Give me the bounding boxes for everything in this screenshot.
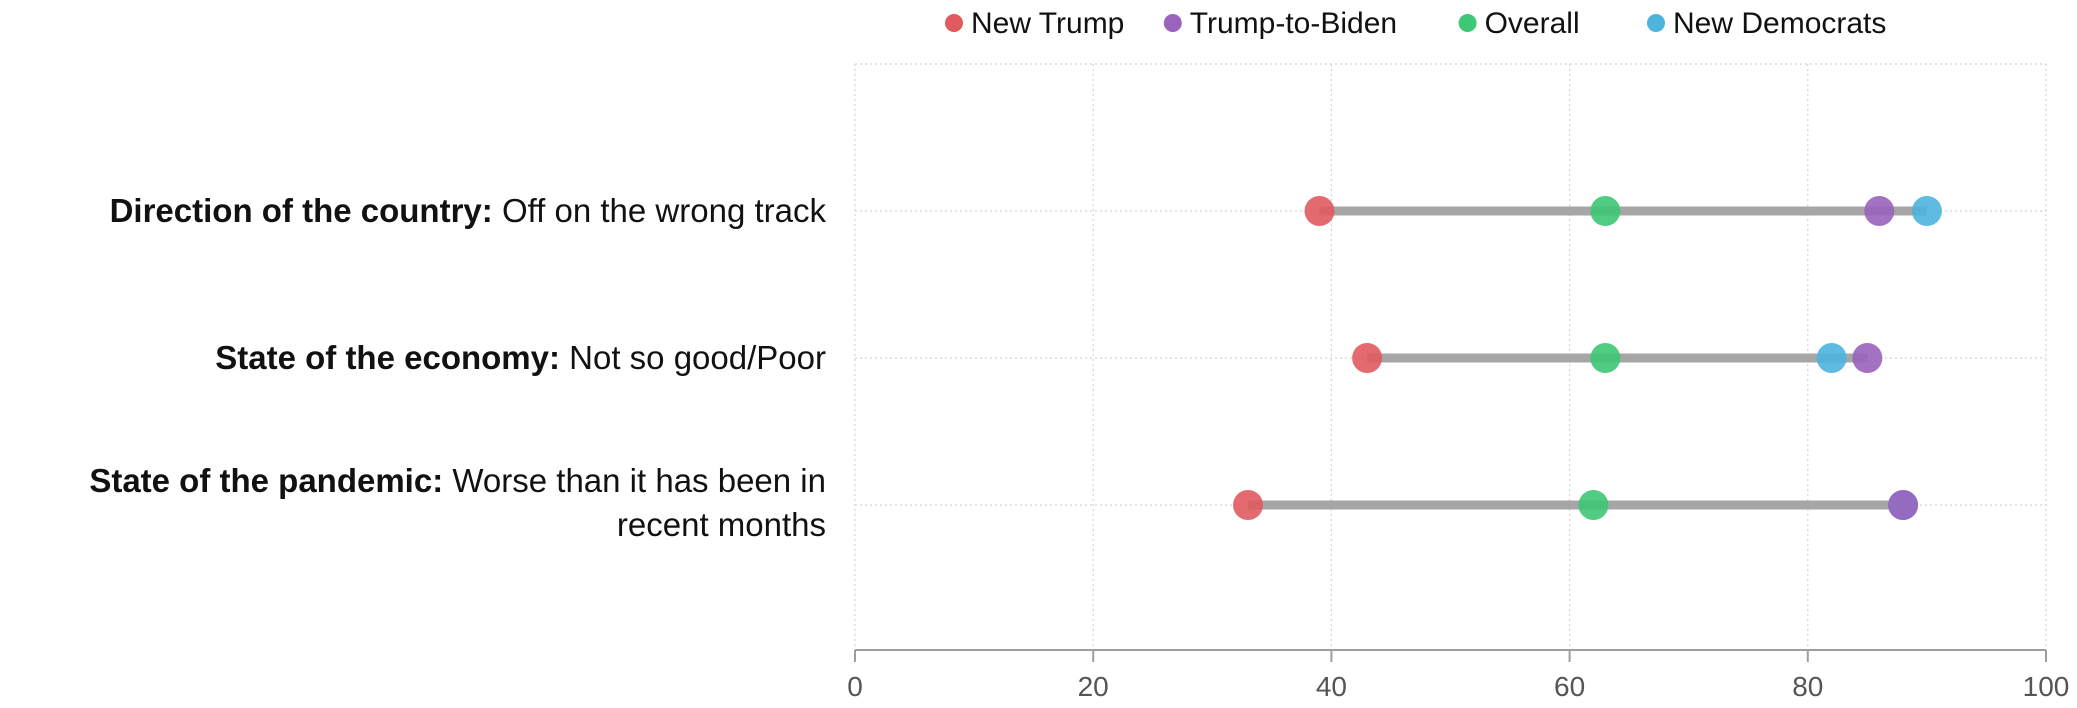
legend-label: New Democrats	[1673, 7, 1886, 40]
legend-marker	[1163, 14, 1182, 32]
x-axis: 0 20 40 60 80 100	[847, 649, 2070, 702]
x-tick-label: 20	[1078, 671, 1109, 702]
legend-marker	[945, 14, 963, 32]
data-point	[1816, 343, 1847, 373]
legend-marker	[1458, 14, 1477, 32]
data-point	[1304, 196, 1335, 226]
category-label: State of the economy: Not so good/Poor	[215, 339, 826, 376]
data-point	[1590, 343, 1621, 373]
data-point	[1864, 196, 1895, 226]
x-tick-label: 100	[2023, 671, 2070, 702]
data-point	[1578, 490, 1609, 520]
data-point	[1233, 490, 1264, 520]
category-labels: Direction of the country: Off on the wro…	[89, 192, 826, 543]
data-point	[1852, 343, 1883, 373]
legend-marker	[1647, 14, 1665, 32]
x-tick-label: 0	[847, 671, 863, 702]
legend-label: New Trump	[971, 7, 1124, 40]
data-points	[1233, 196, 1942, 520]
data-point	[1911, 196, 1942, 226]
category-label-continued: recent months	[617, 506, 826, 543]
category-label: State of the pandemic: Worse than it has…	[89, 462, 826, 499]
legend-label: Trump-to-Biden	[1190, 7, 1397, 40]
data-point	[1888, 490, 1919, 520]
legend-label: Overall	[1485, 7, 1580, 40]
legend: New Trump Trump-to-Biden Overall New Democr…	[945, 7, 1886, 40]
x-tick-label: 40	[1316, 671, 1347, 702]
category-label: Direction of the country: Off on the wro…	[110, 192, 827, 229]
data-point	[1352, 343, 1383, 373]
x-tick-label: 60	[1554, 671, 1585, 702]
data-point	[1590, 196, 1621, 226]
x-tick-label: 80	[1792, 671, 1823, 702]
